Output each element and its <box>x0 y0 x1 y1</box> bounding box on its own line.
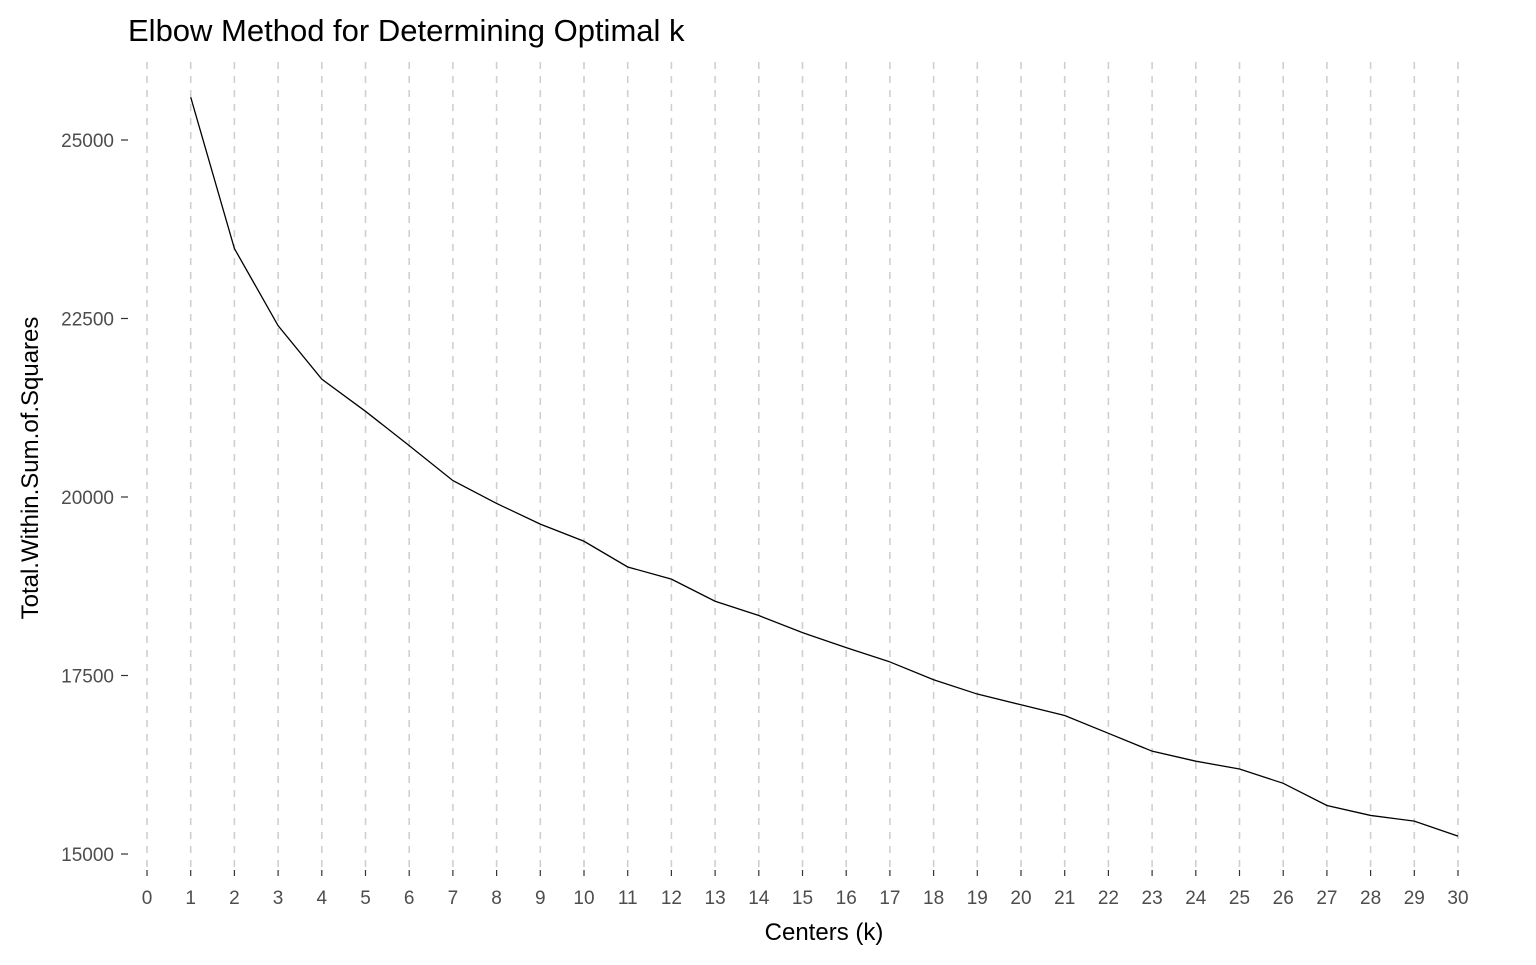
x-tick-label-25: 25 <box>1229 888 1250 909</box>
x-tick-label-23: 23 <box>1142 888 1163 909</box>
x-tick-label-27: 27 <box>1316 888 1337 909</box>
x-tick-label-6: 6 <box>404 888 415 909</box>
x-tick-label-2: 2 <box>229 888 240 909</box>
x-tick-label-13: 13 <box>705 888 726 909</box>
x-tick-label-4: 4 <box>317 888 328 909</box>
x-tick-label-26: 26 <box>1273 888 1294 909</box>
x-tick-label-1: 1 <box>185 888 196 909</box>
x-tick-label-7: 7 <box>448 888 459 909</box>
x-tick-label-18: 18 <box>923 888 944 909</box>
x-axis: 0 1 2 3 4 5 6 7 8 9 10 11 12 13 14 15 16 17 18 19 20 21 22 23 24… <box>142 870 1469 909</box>
x-tick-label-8: 8 <box>491 888 502 909</box>
x-tick-label-17: 17 <box>879 888 900 909</box>
x-tick-label-14: 14 <box>748 888 770 909</box>
x-tick-label-22: 22 <box>1098 888 1119 909</box>
y-axis: 15000 17500 20000 22500 25000 <box>61 131 128 866</box>
x-tick-label-28: 28 <box>1360 888 1381 909</box>
x-tick-label-21: 21 <box>1054 888 1075 909</box>
x-tick-label-3: 3 <box>273 888 284 909</box>
x-tick-label-29: 29 <box>1404 888 1425 909</box>
y-tick-label-25000: 25000 <box>61 131 114 152</box>
x-tick-label-15: 15 <box>792 888 813 909</box>
chart-title: Elbow Method for Determining Optimal k <box>128 13 685 48</box>
x-tick-label-0: 0 <box>142 888 153 909</box>
x-tick-label-16: 16 <box>836 888 857 909</box>
x-tick-label-10: 10 <box>573 888 594 909</box>
y-tick-label-15000: 15000 <box>61 845 114 866</box>
x-tick-label-24: 24 <box>1185 888 1207 909</box>
x-tick-label-30: 30 <box>1447 888 1468 909</box>
y-tick-label-20000: 20000 <box>61 488 114 509</box>
x-tick-label-12: 12 <box>661 888 682 909</box>
x-tick-label-9: 9 <box>535 888 546 909</box>
x-tick-label-5: 5 <box>360 888 371 909</box>
x-axis-title: Centers (k) <box>765 919 884 946</box>
x-tick-label-20: 20 <box>1010 888 1031 909</box>
y-tick-label-17500: 17500 <box>61 667 114 688</box>
x-tick-label-11: 11 <box>618 888 638 909</box>
grid-lines <box>146 62 1459 870</box>
series-line-0 <box>190 96 1459 837</box>
y-tick-label-22500: 22500 <box>61 310 114 331</box>
y-axis-title: Total.Within.Sum.of.Squares <box>17 317 44 620</box>
x-tick-label-19: 19 <box>967 888 988 909</box>
series-layer <box>190 96 1459 837</box>
